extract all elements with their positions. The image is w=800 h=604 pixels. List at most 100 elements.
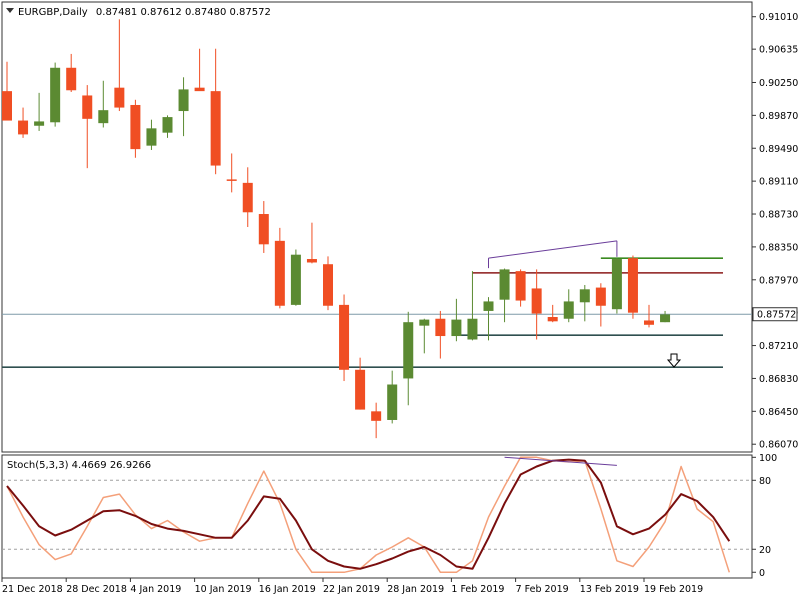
down-arrow-icon[interactable] xyxy=(666,353,682,368)
candle-body xyxy=(114,87,125,108)
candle-body xyxy=(66,67,77,91)
candle-body xyxy=(50,67,61,123)
candle[interactable] xyxy=(194,48,205,92)
candle[interactable] xyxy=(483,297,494,341)
date-tick-label: 28 Jan 2019 xyxy=(387,584,444,595)
date-tick-label: 7 Feb 2019 xyxy=(516,584,569,595)
candle[interactable] xyxy=(515,269,526,307)
candle[interactable] xyxy=(387,370,398,424)
current-price-label: 0.87572 xyxy=(757,310,796,321)
candle-body xyxy=(274,240,285,306)
candle[interactable] xyxy=(306,222,317,264)
candle[interactable] xyxy=(611,258,622,314)
candle[interactable] xyxy=(660,310,671,323)
stoch-signal-line[interactable] xyxy=(6,458,731,570)
candle[interactable] xyxy=(579,284,590,322)
candle-body xyxy=(194,87,205,92)
candle[interactable] xyxy=(274,227,285,309)
price-tick-label: 0.87970 xyxy=(759,275,798,286)
candle-body xyxy=(483,301,494,311)
date-tick-label: 1 Feb 2019 xyxy=(451,584,504,595)
stoch-main-line[interactable] xyxy=(6,456,731,574)
candle[interactable] xyxy=(323,256,333,311)
price-tick-label: 0.86070 xyxy=(759,440,798,451)
candle[interactable] xyxy=(531,269,542,340)
date-tick-label: 16 Jan 2019 xyxy=(259,584,316,595)
date-tick-label: 4 Jan 2019 xyxy=(130,584,181,595)
candle-body xyxy=(290,254,301,305)
candle[interactable] xyxy=(162,115,173,138)
stoch-label: Stoch(5,3,3) 4.4669 26.9266 xyxy=(7,460,151,471)
candle[interactable] xyxy=(210,48,221,175)
candle[interactable] xyxy=(34,92,45,131)
candle[interactable] xyxy=(371,402,382,439)
candle[interactable] xyxy=(98,80,109,128)
candle[interactable] xyxy=(595,283,606,327)
candle[interactable] xyxy=(451,298,462,342)
candle-body xyxy=(130,104,141,150)
chevron-down-icon[interactable] xyxy=(6,8,14,13)
candle-body xyxy=(178,89,189,112)
candle-body xyxy=(531,288,542,314)
candle-body xyxy=(18,120,29,135)
candle[interactable] xyxy=(50,62,61,127)
candle-body xyxy=(242,182,253,213)
candle[interactable] xyxy=(2,61,12,121)
candle-body xyxy=(515,271,526,301)
candle[interactable] xyxy=(644,304,654,328)
candle[interactable] xyxy=(82,85,93,169)
candle[interactable] xyxy=(435,310,446,359)
date-tick-label: 19 Feb 2019 xyxy=(644,584,703,595)
ohlc-values: 0.87481 0.87612 0.87480 0.87572 xyxy=(96,7,271,18)
candle[interactable] xyxy=(339,294,350,382)
candle-body xyxy=(595,287,606,306)
candle[interactable] xyxy=(467,271,478,341)
price-tick-label: 0.89490 xyxy=(759,144,798,155)
candle[interactable] xyxy=(547,304,558,323)
date-tick-label: 28 Dec 2018 xyxy=(66,584,127,595)
candle[interactable] xyxy=(66,53,77,92)
candle-body xyxy=(210,91,221,166)
candle[interactable] xyxy=(178,77,189,137)
candle[interactable] xyxy=(627,255,638,319)
candle-body xyxy=(371,411,382,421)
candle[interactable] xyxy=(563,289,574,323)
candle-body xyxy=(627,258,638,313)
candle[interactable] xyxy=(18,107,29,138)
date-tick-label: 13 Feb 2019 xyxy=(580,584,639,595)
candle-body xyxy=(579,289,590,303)
candle[interactable] xyxy=(499,268,510,323)
candle[interactable] xyxy=(419,318,430,354)
price-tick-label: 0.90250 xyxy=(759,78,798,89)
candle-body xyxy=(419,319,430,326)
candle[interactable] xyxy=(130,99,141,158)
price-divergence-line[interactable] xyxy=(488,240,617,259)
candle[interactable] xyxy=(290,249,301,306)
date-tick-label: 21 Dec 2018 xyxy=(2,584,63,595)
candle-body xyxy=(451,319,462,337)
date-tick-label: 10 Jan 2019 xyxy=(195,584,252,595)
price-tick-label: 0.86830 xyxy=(759,374,798,385)
candle-body xyxy=(34,121,45,126)
candle[interactable] xyxy=(258,201,269,253)
candle-body xyxy=(226,179,237,181)
candle[interactable] xyxy=(226,153,237,193)
candle-body xyxy=(306,259,317,263)
current-price-marker: 0.87572 xyxy=(752,307,798,322)
candle-body xyxy=(82,95,93,119)
candle[interactable] xyxy=(114,19,125,112)
candle[interactable] xyxy=(355,357,366,410)
candle-body xyxy=(547,317,558,322)
candle[interactable] xyxy=(403,311,414,406)
symbol-label: EURGBP,Daily xyxy=(18,7,88,18)
candle-body xyxy=(146,128,157,146)
date-axis: 21 Dec 2018 28 Dec 2018 4 Jan 2019 10 Jan 2… xyxy=(1,578,703,595)
stoch-divergence-line[interactable] xyxy=(504,456,617,466)
price-tick-label: 0.88350 xyxy=(759,242,798,253)
candle[interactable] xyxy=(146,119,157,150)
candle-body xyxy=(467,318,478,340)
stoch-pane-border xyxy=(1,454,753,579)
date-tick-label: 22 Jan 2019 xyxy=(323,584,380,595)
candle[interactable] xyxy=(242,167,253,227)
